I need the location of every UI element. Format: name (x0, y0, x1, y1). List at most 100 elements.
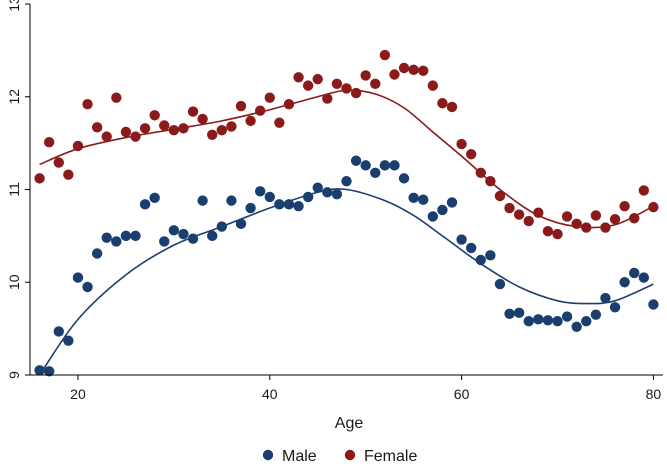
male-data-point (418, 194, 429, 205)
male-data-point (331, 188, 343, 200)
male-data-point (475, 254, 486, 266)
female-data-point (418, 65, 429, 76)
female-data-point (82, 98, 93, 110)
female-data-point (561, 211, 573, 222)
female-data-point (178, 123, 189, 134)
male-data-point (72, 272, 84, 283)
female-data-point (571, 218, 582, 230)
x-tick-label: 20 (70, 386, 86, 402)
male-data-point (389, 160, 400, 171)
male-data-point (91, 248, 103, 259)
male-data-point (226, 195, 237, 206)
female-data-point (542, 226, 554, 237)
male-data-point (437, 204, 448, 216)
male-data-point (552, 316, 563, 327)
x-tick-label: 60 (454, 386, 470, 402)
male-data-point (120, 230, 132, 242)
female-data-point (159, 120, 170, 131)
male-data-point (312, 182, 323, 193)
male-data-point (456, 234, 467, 245)
male-data-point (111, 236, 122, 247)
male-data-point (533, 314, 544, 325)
female-data-point (312, 73, 323, 85)
male-data-point (648, 299, 659, 310)
male-data-point (370, 167, 381, 179)
male-data-point (43, 366, 55, 377)
female-legend-label: Female (364, 448, 417, 465)
female-data-point (293, 72, 304, 83)
male-data-point (494, 278, 506, 290)
female-data-point (533, 207, 544, 218)
male-data-point (350, 155, 362, 166)
female-data-point (197, 113, 208, 125)
female-data-point (360, 70, 371, 81)
female-data-point (504, 202, 515, 214)
male-data-point (581, 316, 592, 327)
male-data-point (235, 218, 247, 230)
female-data-point (629, 213, 640, 224)
male-data-point (53, 326, 64, 337)
female-data-point (389, 69, 400, 80)
male-data-point (341, 175, 352, 187)
male-data-point (197, 195, 208, 206)
female-data-point (302, 80, 314, 91)
male-data-point (427, 211, 439, 222)
female-data-point (427, 80, 439, 91)
male-data-point (590, 309, 602, 320)
male-data-point (629, 267, 640, 279)
female-fit-curve (39, 89, 654, 229)
female-data-point (370, 78, 381, 89)
female-data-point (494, 190, 506, 202)
female-data-point (120, 126, 132, 138)
male-data-point (302, 191, 314, 203)
male-data-point (283, 199, 295, 210)
points-layer (34, 49, 659, 377)
male-data-point (168, 225, 180, 236)
female-data-point (456, 138, 467, 150)
female-data-point (283, 98, 295, 110)
female-data-point (187, 106, 199, 117)
female-data-point (437, 98, 448, 109)
x-tick-label: 80 (646, 386, 662, 402)
female-data-point (34, 173, 45, 184)
male-data-point (245, 202, 256, 214)
female-data-point (408, 64, 419, 76)
female-data-point (523, 215, 534, 227)
male-data-point (187, 233, 199, 244)
male-data-point (159, 236, 170, 247)
male-data-point (398, 173, 410, 184)
female-data-point (609, 213, 621, 225)
female-data-point (207, 129, 218, 140)
female-data-point (235, 100, 247, 112)
male-data-point (216, 221, 228, 232)
female-data-point (590, 210, 602, 221)
female-data-point (379, 49, 391, 61)
female-data-point (63, 169, 74, 180)
female-data-point (91, 122, 103, 133)
male-legend-marker (262, 449, 274, 461)
male-data-point (139, 199, 151, 210)
male-data-point (130, 230, 141, 242)
male-data-point (178, 228, 189, 240)
male-data-point (63, 335, 74, 346)
female-data-point (53, 157, 64, 168)
female-legend-marker (344, 449, 356, 461)
female-data-point (130, 131, 141, 142)
x-tick-label: 40 (262, 386, 278, 402)
male-data-point (408, 192, 419, 204)
legend: Male Female (262, 448, 417, 465)
male-data-point (485, 250, 496, 261)
female-data-point (398, 62, 410, 74)
female-data-point (72, 140, 84, 152)
female-data-point (341, 83, 352, 94)
x-axis-title: Age (335, 415, 364, 432)
male-data-point (561, 311, 573, 322)
female-data-point (513, 209, 525, 220)
axes-layer: 9 10 11 12 13 20 40 60 80 (6, 0, 663, 402)
female-data-point (552, 228, 563, 240)
female-data-point (581, 222, 592, 233)
male-data-point (619, 277, 630, 288)
male-fit-curve (38, 188, 654, 376)
female-data-point (43, 136, 55, 148)
